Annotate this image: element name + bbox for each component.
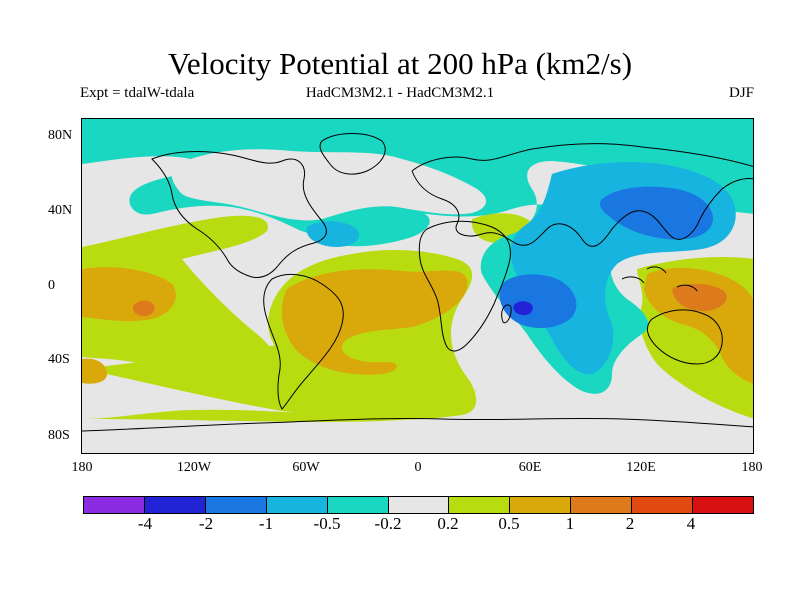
- colorbar-label: -1: [258, 514, 274, 533]
- coastline-maritime-continent: [621, 266, 698, 292]
- colorbar-label: -0.5: [313, 514, 341, 533]
- colorbar-label: 0.2: [437, 514, 459, 533]
- chart-title: Velocity Potential at 200 hPa (km2/s): [167, 46, 633, 81]
- contour-region-neutral: [171, 149, 487, 221]
- colorbar-swatch: [571, 497, 633, 513]
- y-tick-label: 0: [48, 278, 55, 293]
- colorbar-swatch: [84, 497, 145, 513]
- y-tick-label: 80S: [48, 428, 70, 443]
- contour-region-positive-strong: [132, 300, 155, 317]
- colorbar-swatch: [449, 497, 511, 513]
- x-tick-label: 180: [741, 460, 763, 475]
- contour-region-negative-extreme: [513, 301, 533, 316]
- colorbar-label: -0.2: [374, 514, 402, 533]
- colorbar-swatch: [327, 497, 389, 513]
- x-tick-label: 180: [71, 460, 93, 475]
- coastline-europe-asia: [411, 143, 753, 247]
- x-tick-label: 0: [414, 460, 422, 475]
- coastline-north-america: [151, 151, 327, 278]
- coastlines: [82, 133, 753, 432]
- y-tick-label: 40S: [48, 352, 70, 367]
- experiment-label: Expt = tdalW-tdala: [80, 85, 195, 101]
- coastline-africa: [418, 220, 511, 352]
- colorbar-swatch: [693, 497, 753, 513]
- colorbar-label: -4: [137, 514, 153, 533]
- colorbar-swatch: [205, 497, 267, 513]
- contour-region-negative-strong: [499, 274, 577, 329]
- season-label: DJF: [728, 85, 754, 101]
- colorbar: [83, 496, 754, 514]
- colorbar-label: 0.5: [498, 514, 520, 533]
- coastline-greenland: [319, 133, 386, 175]
- y-tick-label: 80N: [48, 128, 73, 143]
- contour-region-positive-strong: [672, 283, 727, 312]
- colorbar-label: 4: [686, 514, 696, 533]
- x-tick-label: 120W: [176, 460, 212, 475]
- colorbar-swatch: [388, 497, 450, 513]
- colorbar-label: -2: [198, 514, 214, 533]
- contour-region-positive-moderate: [82, 358, 107, 384]
- model-label: HadCM3M2.1 - HadCM3M2.1: [305, 85, 495, 101]
- colorbar-swatch: [144, 497, 206, 513]
- x-tick-label: 120E: [626, 460, 656, 475]
- colorbar-swatch: [632, 497, 694, 513]
- coastline-australia: [646, 309, 723, 365]
- coastline-madagascar: [501, 304, 512, 324]
- map-plot-area: [81, 118, 754, 454]
- coastline-antarctica: [82, 417, 753, 432]
- colorbar-swatch: [510, 497, 572, 513]
- y-tick-label: 40N: [48, 203, 73, 218]
- x-tick-label: 60E: [518, 460, 542, 475]
- colorbar-label: 2: [625, 514, 635, 533]
- coastline-south-america: [263, 273, 344, 410]
- x-tick-label: 60W: [292, 460, 320, 475]
- contour-region-negative-strong: [599, 186, 713, 240]
- contour-region-positive-moderate: [281, 269, 468, 375]
- colorbar-label: 1: [565, 514, 575, 533]
- colorbar-swatch: [266, 497, 328, 513]
